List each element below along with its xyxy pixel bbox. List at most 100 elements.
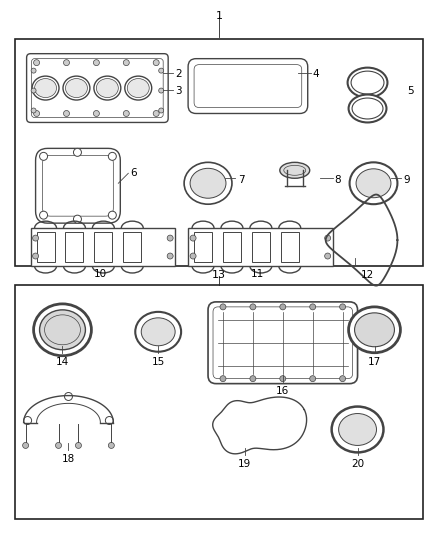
Circle shape [250,304,256,310]
Text: 17: 17 [368,357,381,367]
Circle shape [32,253,39,259]
Circle shape [74,148,81,156]
Circle shape [159,88,164,93]
Circle shape [153,60,159,66]
Ellipse shape [348,68,388,98]
Ellipse shape [184,163,232,204]
Circle shape [108,442,114,448]
Ellipse shape [352,98,383,119]
Text: 19: 19 [238,459,251,470]
Circle shape [124,110,129,117]
Text: 6: 6 [130,168,137,179]
Ellipse shape [284,165,306,175]
Circle shape [106,416,113,424]
Ellipse shape [339,414,377,446]
Ellipse shape [39,310,85,350]
Text: 18: 18 [62,455,75,464]
Bar [194,232,212,262]
Text: 12: 12 [361,270,374,280]
Text: 2: 2 [175,69,182,79]
Circle shape [34,60,39,66]
Ellipse shape [32,76,59,100]
Circle shape [310,376,316,382]
Circle shape [39,152,48,160]
Circle shape [310,304,316,310]
Bar [252,232,270,262]
Bar [31,228,175,266]
FancyBboxPatch shape [27,54,168,123]
Circle shape [108,152,117,160]
Circle shape [167,235,173,241]
Text: 10: 10 [94,269,107,279]
Circle shape [190,253,196,259]
Bar [14,39,424,266]
Ellipse shape [94,76,121,100]
Circle shape [167,253,173,259]
FancyBboxPatch shape [188,59,308,114]
Text: 8: 8 [335,175,341,185]
Ellipse shape [349,307,400,353]
Bar [14,285,424,519]
Circle shape [325,253,331,259]
Circle shape [93,110,99,117]
FancyBboxPatch shape [208,302,357,384]
Circle shape [220,376,226,382]
Bar [95,232,112,262]
Ellipse shape [349,94,386,123]
Circle shape [34,110,39,117]
FancyBboxPatch shape [35,148,120,223]
Circle shape [64,60,70,66]
Ellipse shape [96,78,118,98]
FancyBboxPatch shape [32,59,163,117]
Circle shape [280,376,286,382]
Ellipse shape [63,76,90,100]
Circle shape [250,376,256,382]
Ellipse shape [125,76,152,100]
Circle shape [32,235,39,241]
FancyBboxPatch shape [213,307,353,378]
Circle shape [56,442,61,448]
Circle shape [280,304,286,310]
Circle shape [124,60,129,66]
Circle shape [339,304,346,310]
Bar [37,232,54,262]
Ellipse shape [356,169,391,198]
Bar [188,228,332,266]
Ellipse shape [45,315,81,345]
Bar [66,232,83,262]
Circle shape [159,108,164,113]
Bar [188,228,332,266]
Ellipse shape [351,71,384,94]
Text: 20: 20 [351,459,364,470]
Text: 3: 3 [175,86,182,95]
Text: 9: 9 [403,175,410,185]
Circle shape [339,376,346,382]
Circle shape [39,211,48,219]
Circle shape [75,442,81,448]
Circle shape [325,235,331,241]
Ellipse shape [280,163,310,178]
Text: 15: 15 [152,357,165,367]
Circle shape [74,215,81,223]
Circle shape [24,416,32,424]
Text: 1: 1 [215,11,223,21]
FancyBboxPatch shape [42,155,113,216]
Text: 7: 7 [238,175,244,185]
Circle shape [31,88,36,93]
Ellipse shape [34,304,92,356]
Circle shape [64,392,72,400]
Ellipse shape [355,313,395,347]
Ellipse shape [350,163,397,204]
FancyBboxPatch shape [194,64,302,108]
Ellipse shape [332,407,384,453]
Bar [31,228,175,266]
Text: 16: 16 [276,385,290,395]
Circle shape [159,68,164,73]
Text: 5: 5 [407,86,414,95]
Circle shape [64,110,70,117]
Circle shape [190,235,196,241]
Bar [223,232,241,262]
Ellipse shape [190,168,226,198]
Circle shape [220,304,226,310]
Bar [281,232,299,262]
